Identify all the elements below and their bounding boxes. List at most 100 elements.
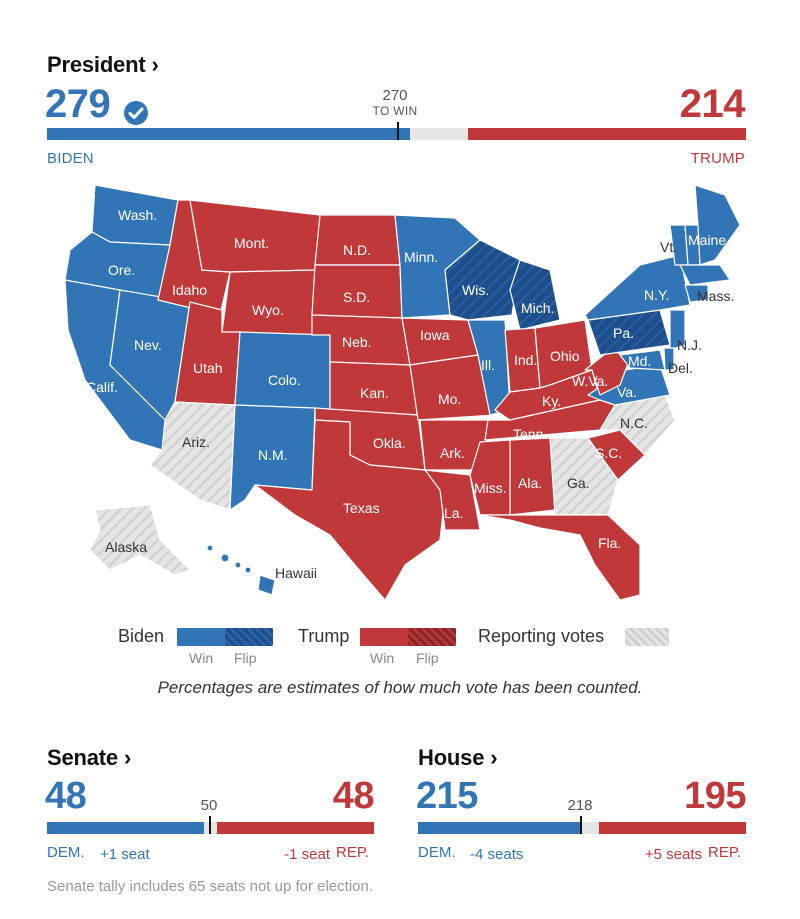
president-bar-rep [467, 128, 746, 140]
label-ia: Iowa [420, 327, 450, 343]
label-id: Idaho [172, 282, 207, 298]
label-co: Colo. [268, 372, 301, 388]
senate-title-link[interactable]: Senate › [47, 745, 131, 771]
label-al: Ala. [518, 475, 542, 491]
house-title: House [418, 745, 485, 770]
house-bar-rep [599, 822, 746, 834]
label-tn: Tenn. [513, 426, 547, 442]
legend-reporting-label: Reporting votes [478, 626, 605, 646]
us-election-map: Wash. Ore. Calif. Nev. Idaho Mont. Wyo. … [64, 184, 741, 601]
label-wv: W.Va. [572, 373, 608, 389]
state-tx [254, 419, 446, 601]
biden-label: BIDEN [47, 150, 94, 167]
label-ut: Utah [193, 360, 223, 376]
label-ky: Ky. [542, 393, 561, 409]
label-sd: S.D. [343, 289, 370, 305]
state-ga [549, 437, 619, 516]
legend-trump-label: Trump [298, 626, 350, 646]
check-icon [123, 100, 149, 126]
label-ok: Okla. [373, 435, 406, 451]
state-ma [679, 264, 731, 286]
house-rep-seats: 195 [684, 775, 746, 817]
label-ny: N.Y. [644, 287, 669, 303]
legend-biden-flip-swatch [225, 628, 273, 646]
label-la: La. [444, 505, 463, 521]
senate-dem-label: DEM. [47, 844, 85, 861]
state-wi [444, 239, 521, 321]
house-threshold-marker [580, 816, 582, 834]
state-de [663, 347, 675, 371]
state-hi [206, 544, 276, 596]
senate-rep-label: REP. [336, 844, 370, 861]
label-nv: Nev. [134, 337, 162, 353]
house-rep-change: +5 seats [644, 846, 702, 863]
state-fl [479, 514, 641, 601]
house-dem-seats: 215 [416, 775, 478, 817]
president-bar-dem [47, 128, 410, 140]
chevron-right-icon: › [490, 745, 498, 770]
house-title-link[interactable]: House › [418, 745, 498, 771]
label-vt: Vt. [660, 239, 677, 255]
senate-rep-change: -1 seat [284, 846, 330, 863]
label-mt: Mont. [234, 235, 269, 251]
label-wa: Wash. [118, 207, 157, 223]
president-title: President [47, 52, 146, 77]
label-oh: Ohio [550, 348, 580, 364]
label-ar: Ark. [440, 445, 465, 461]
label-wi: Wis. [462, 282, 489, 298]
state-la [424, 469, 481, 531]
senate-title: Senate [47, 745, 118, 770]
state-ny [584, 254, 691, 321]
state-me [694, 184, 741, 266]
legend-reporting-swatch [625, 628, 669, 646]
legend-trump-flip: Flip [416, 650, 439, 666]
label-sc: S.C. [595, 445, 622, 461]
house-bar-dem [418, 822, 581, 834]
state-mo [409, 354, 496, 421]
president-threshold-marker [396, 122, 399, 140]
label-ca: Calif. [86, 379, 118, 395]
label-ms: Miss. [474, 480, 507, 496]
label-tx: Texas [343, 500, 380, 516]
label-ma: Mass. [697, 288, 734, 304]
senate-threshold: 50 [200, 797, 218, 814]
legend-biden-label: Biden [118, 626, 165, 646]
label-va: Va. [617, 384, 637, 400]
label-in: Ind. [514, 352, 537, 368]
president-title-link[interactable]: President › [47, 52, 159, 78]
label-fl: Fla. [598, 535, 621, 551]
threshold-number: 270 [382, 87, 408, 104]
senate-threshold-marker [209, 816, 211, 834]
legend-trump-flip-swatch [408, 628, 456, 646]
label-ak: Alaska [105, 539, 147, 555]
house-threshold: 218 [567, 797, 593, 814]
house-rep-label: REP. [708, 844, 742, 861]
label-nm: N.M. [258, 447, 288, 463]
chevron-right-icon: › [151, 52, 159, 77]
house-dem-label: DEM. [418, 844, 456, 861]
trump-electoral-votes: 214 [679, 82, 746, 126]
label-or: Ore. [108, 262, 135, 278]
senate-rep-seats: 48 [332, 775, 375, 817]
house-dem-change: -4 seats [470, 846, 524, 863]
legend-trump-win-swatch [360, 628, 408, 646]
label-de: Del. [668, 360, 693, 376]
state-nj [669, 309, 686, 351]
label-mi: Mich. [521, 300, 554, 316]
senate-bar-rep [217, 822, 374, 834]
estimate-note: Percentages are estimates of how much vo… [157, 678, 643, 697]
legend-trump-win: Win [370, 650, 395, 666]
label-me: Maine [688, 232, 726, 248]
label-mn: Minn. [404, 249, 438, 265]
label-il: Ill. [481, 357, 495, 373]
to-win-label: TO WIN [372, 104, 418, 118]
legend-biden-flip: Flip [234, 650, 257, 666]
biden-electoral-votes: 279 [45, 82, 111, 126]
label-nj: N.J. [677, 337, 702, 353]
legend-biden-win: Win [189, 650, 214, 666]
senate-footnote: Senate tally includes 65 seats not up fo… [47, 878, 374, 895]
senate-dem-change: +1 seat [100, 846, 150, 863]
label-mo: Mo. [438, 391, 461, 407]
state-ct [684, 284, 709, 303]
state-ak [89, 504, 191, 576]
